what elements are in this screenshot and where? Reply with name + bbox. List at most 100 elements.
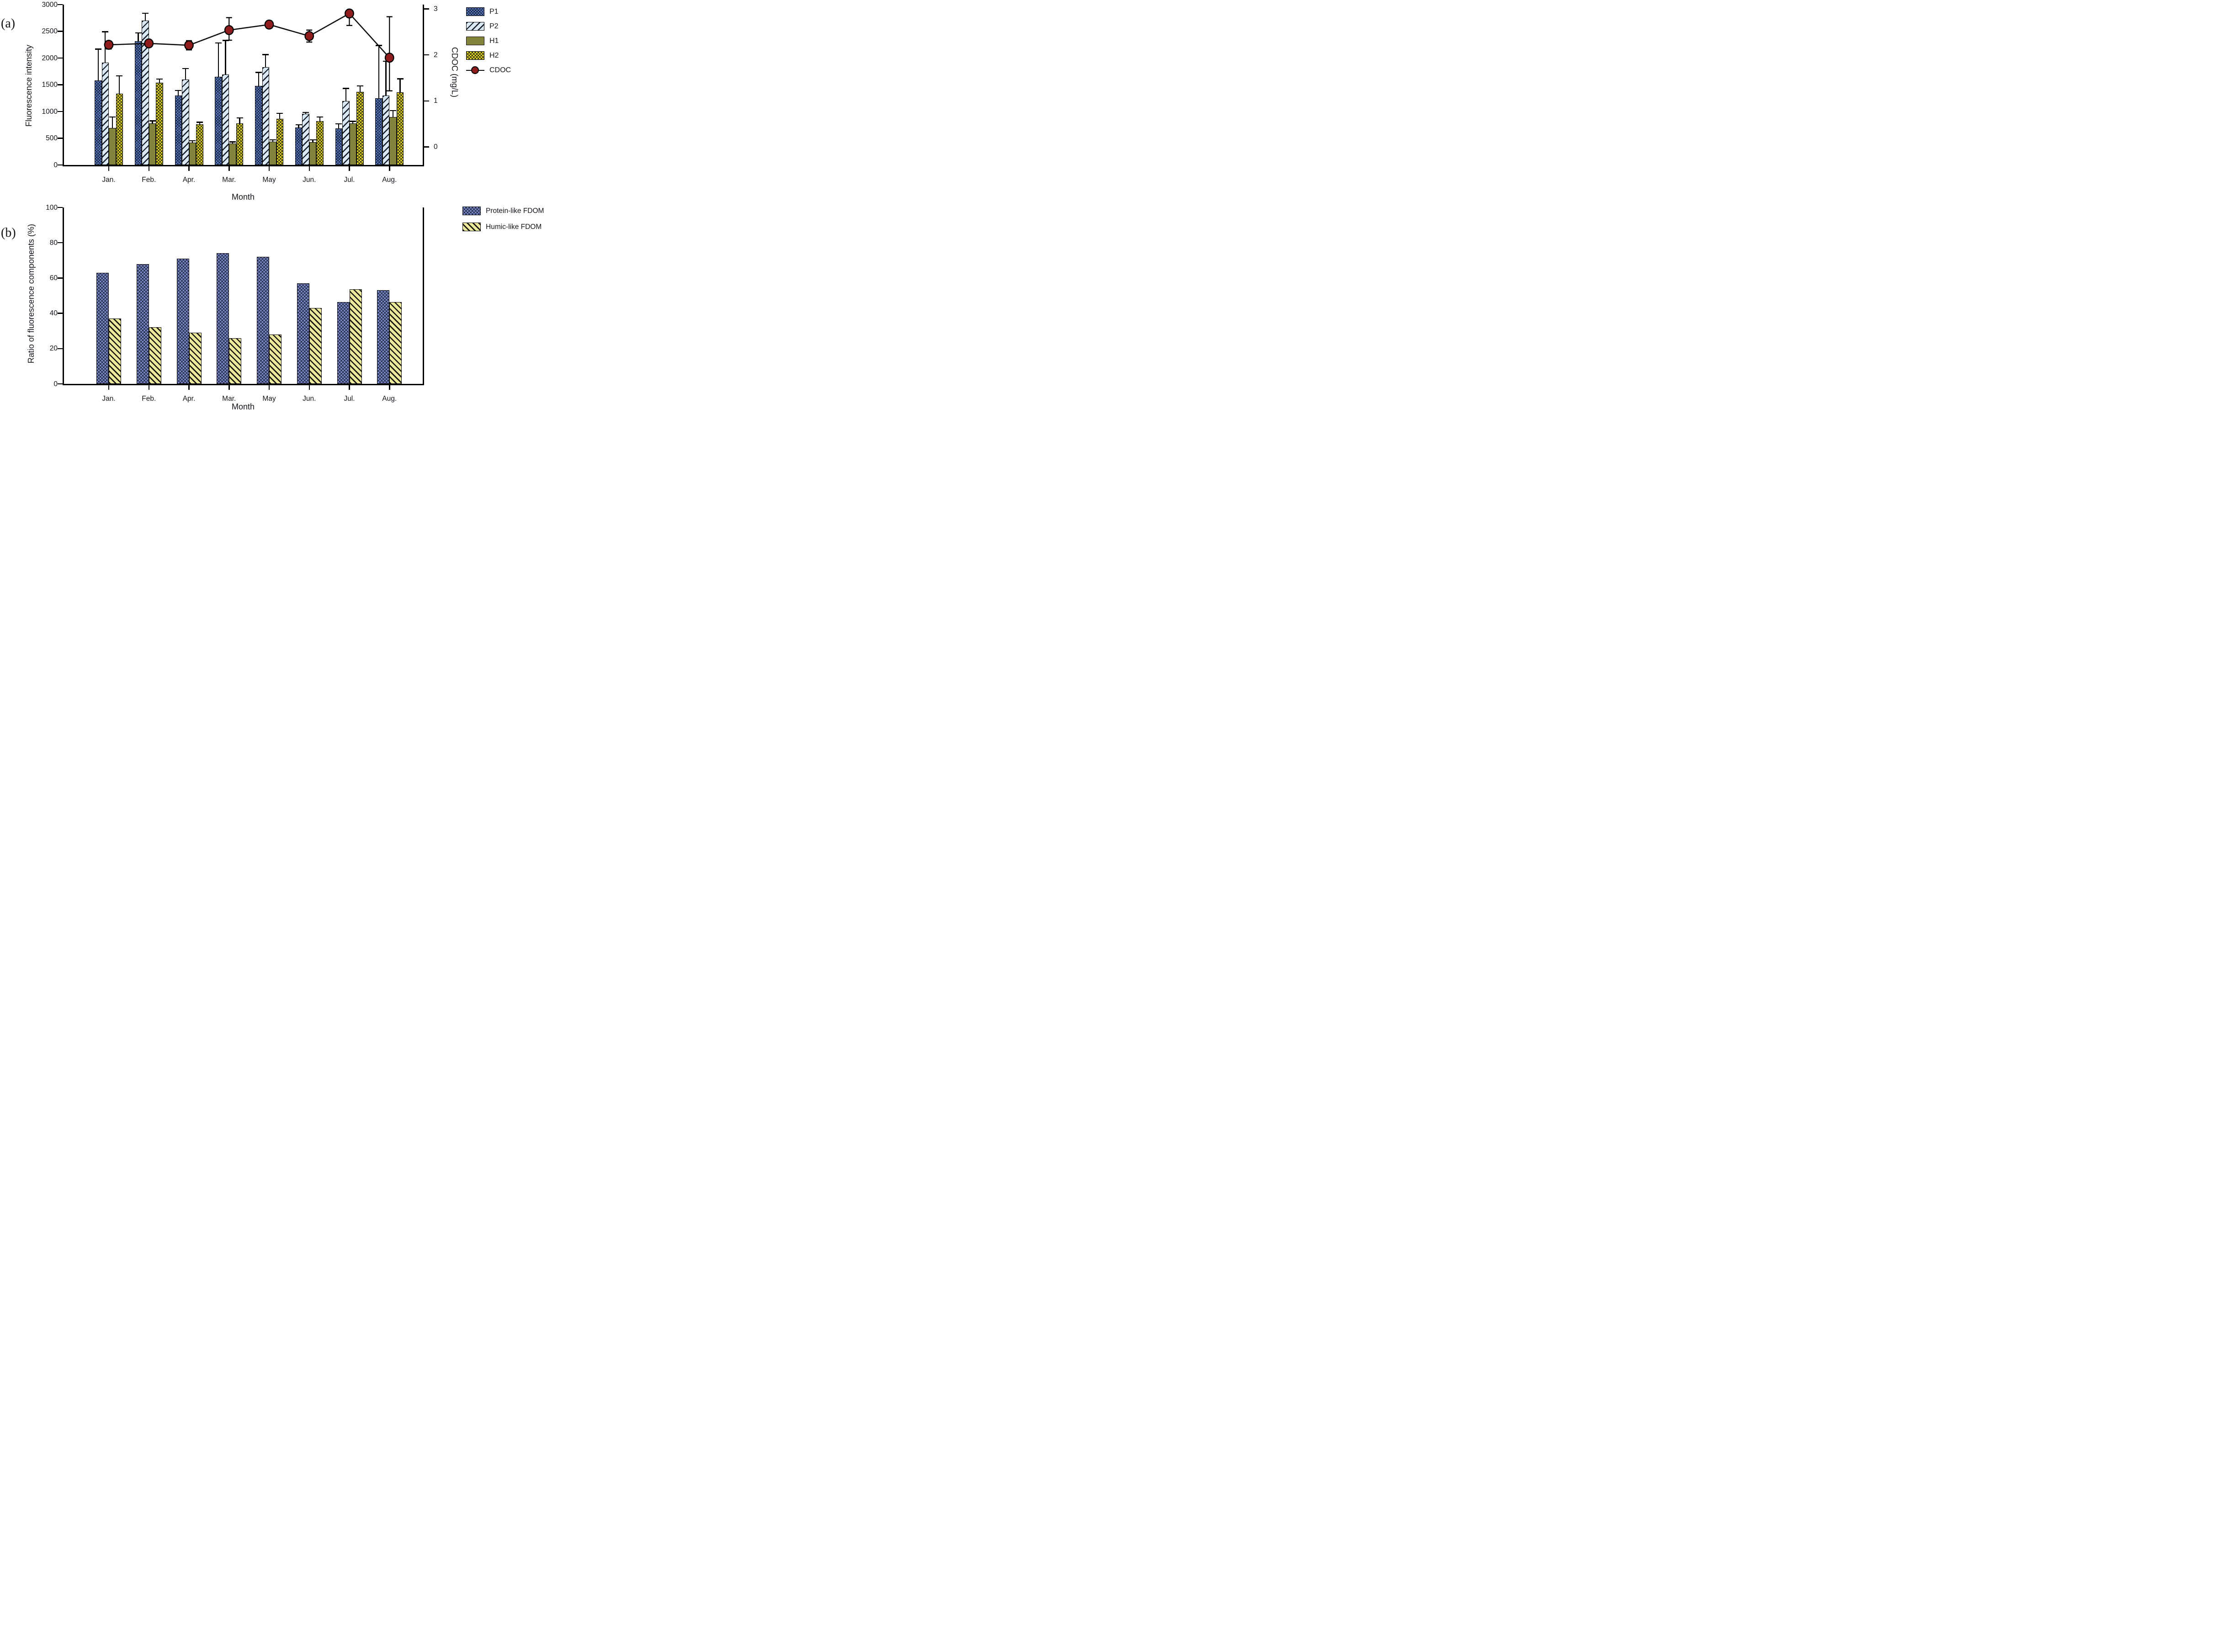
bar-p1-Mar. — [215, 76, 222, 165]
error-bar-p1 — [97, 49, 99, 81]
panel-a-y2-tick-label: 1 — [434, 97, 438, 105]
cdoc-marker — [264, 19, 274, 30]
panel-a-y-tick-label: 1500 — [42, 81, 58, 89]
error-cap-p1 — [175, 90, 182, 91]
bar-protein-Apr. — [176, 258, 189, 384]
panel-b-x-tick-label: Jun. — [303, 395, 316, 403]
panel-a-y-tick-label: 500 — [46, 134, 58, 142]
panel-a-x-tick — [228, 166, 230, 171]
cdoc-line-marker-icon — [466, 66, 484, 74]
panel-a-x-tick-label: Feb. — [142, 176, 156, 184]
panel-b-y-tick — [58, 277, 63, 279]
bar-p2-Jun. — [302, 113, 309, 165]
panel-b-x-tick-label: Jul. — [344, 395, 355, 403]
bar-h1-Jul. — [349, 123, 356, 165]
panel-a-y-tick — [58, 138, 63, 139]
error-bar-h2 — [279, 113, 281, 119]
error-bar-p2 — [385, 61, 387, 96]
cdoc-marker — [224, 25, 234, 35]
bar-h1-Aug. — [389, 117, 397, 165]
error-cap-p2 — [142, 13, 149, 14]
panel-b-x-tick-label: Apr. — [182, 395, 196, 403]
error-bar-p1 — [178, 90, 179, 96]
bar-h2-Feb. — [156, 83, 163, 165]
error-cap-p1 — [255, 72, 262, 73]
panel-a-y2-axis-title: CDOC (mg/L) — [450, 47, 459, 98]
error-cap-h1 — [149, 120, 156, 122]
legend-label-protein: Protein-like FDOM — [486, 207, 544, 215]
error-bar-h2 — [239, 118, 240, 123]
panel-b-x-tick — [349, 385, 350, 390]
bar-humic-Apr. — [189, 333, 202, 384]
error-cap-h2 — [397, 78, 404, 80]
cdoc-marker — [304, 31, 314, 41]
panel-b-y-tick-label: 60 — [49, 274, 58, 282]
panel-b-y-tick-label: 80 — [49, 239, 58, 247]
bar-p2-Aug. — [382, 95, 390, 165]
panel-a-y2-tick-label: 0 — [434, 143, 438, 151]
bar-h1-May — [269, 141, 276, 165]
error-cap-p1 — [295, 124, 302, 126]
cdoc-marker — [104, 40, 114, 50]
legend-label-p1: P1 — [489, 7, 499, 16]
panel-a-x-tick-label: Jul. — [344, 176, 355, 184]
h2-swatch-icon — [466, 51, 484, 60]
error-bar-p1 — [338, 123, 340, 128]
legend-item-cdoc: CDOC — [466, 66, 511, 74]
error-bar-h1 — [112, 117, 113, 128]
panel-b-plot: 0 20 40 60 80 100 Jan. Feb. Apr. Mar. May Jun. Jul. A… — [46, 204, 424, 403]
bar-p1-May — [255, 85, 262, 165]
error-cap-h2 — [116, 75, 123, 77]
error-bar-p2 — [225, 40, 226, 74]
bar-p2-May — [262, 67, 269, 165]
panel-b-y-tick-label: 40 — [49, 309, 58, 318]
error-cap-p2 — [182, 68, 189, 69]
error-bar-h2 — [359, 85, 361, 92]
cdoc-marker — [144, 38, 154, 49]
cdoc-marker — [184, 40, 194, 51]
error-cap-h1 — [390, 110, 396, 112]
panel-b-x-tick — [228, 385, 230, 390]
error-bar-h2 — [399, 79, 401, 93]
panel-a-plot: 0 500 1000 1500 2000 2500 3000 3 2 1 0 Jan. Feb. Apr.… — [42, 1, 438, 184]
panel-a-y-tick-label: 1000 — [42, 107, 58, 116]
panel-b-x-tick — [308, 385, 310, 390]
panel-b-x-tick — [389, 385, 390, 390]
bar-p1-Feb. — [134, 41, 142, 165]
bar-h2-May — [276, 118, 283, 165]
bar-humic-Jul. — [349, 289, 362, 384]
bar-p1-Jul. — [335, 128, 342, 165]
error-cap-p2 — [382, 60, 389, 62]
panel-b-legend: Protein-like FDOM Humic-like FDOM — [462, 207, 544, 239]
panel-a-x-tick-label: May — [262, 176, 276, 184]
panel-b-x-tick — [268, 385, 270, 390]
panel-a-x-tick — [308, 166, 310, 171]
bar-protein-Aug. — [377, 290, 390, 384]
panel-a-y2-axis-line — [423, 5, 424, 166]
error-bar-p1 — [298, 125, 299, 127]
panel-a-x-tick-label: Aug. — [382, 176, 397, 184]
error-cap-p2 — [303, 112, 309, 113]
bar-humic-Jan. — [109, 319, 121, 384]
error-cap-h1 — [229, 141, 236, 143]
bar-h2-Jul. — [356, 91, 364, 165]
protein-swatch-icon — [462, 207, 481, 215]
panel-a-y-tick — [58, 31, 63, 32]
panel-b-x-axis-line — [63, 384, 424, 385]
error-cap-p2 — [342, 88, 349, 89]
bar-humic-Aug. — [389, 302, 402, 384]
error-bar-p1 — [258, 72, 259, 86]
error-cap-h1 — [189, 140, 196, 141]
panel-b-y-tick-label: 100 — [46, 203, 58, 212]
error-cap-h2 — [236, 117, 243, 119]
panel-a-x-tick — [108, 166, 110, 171]
panel-a-y-tick-label: 2000 — [42, 54, 58, 62]
error-bar-p1 — [378, 45, 380, 99]
panel-b-y-tick — [58, 207, 63, 208]
error-bar-p2 — [185, 68, 186, 80]
panel-b-x-tick-label: May — [262, 395, 276, 403]
error-cap-h2 — [156, 79, 163, 80]
panel-a-x-tick-label: Jan. — [102, 176, 116, 184]
panel-a-y2-tick — [424, 100, 429, 102]
bar-h2-Jun. — [316, 121, 324, 165]
